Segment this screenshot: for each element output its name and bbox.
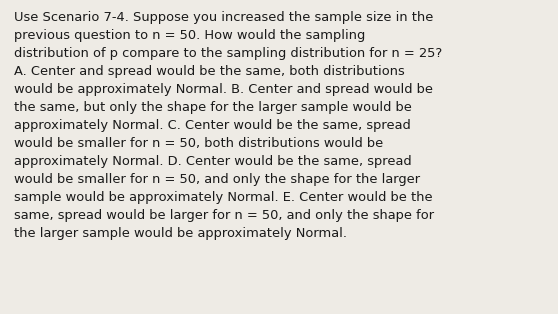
- Text: Use Scenario 7-4. Suppose you increased the sample size in the
previous question: Use Scenario 7-4. Suppose you increased …: [14, 11, 442, 240]
